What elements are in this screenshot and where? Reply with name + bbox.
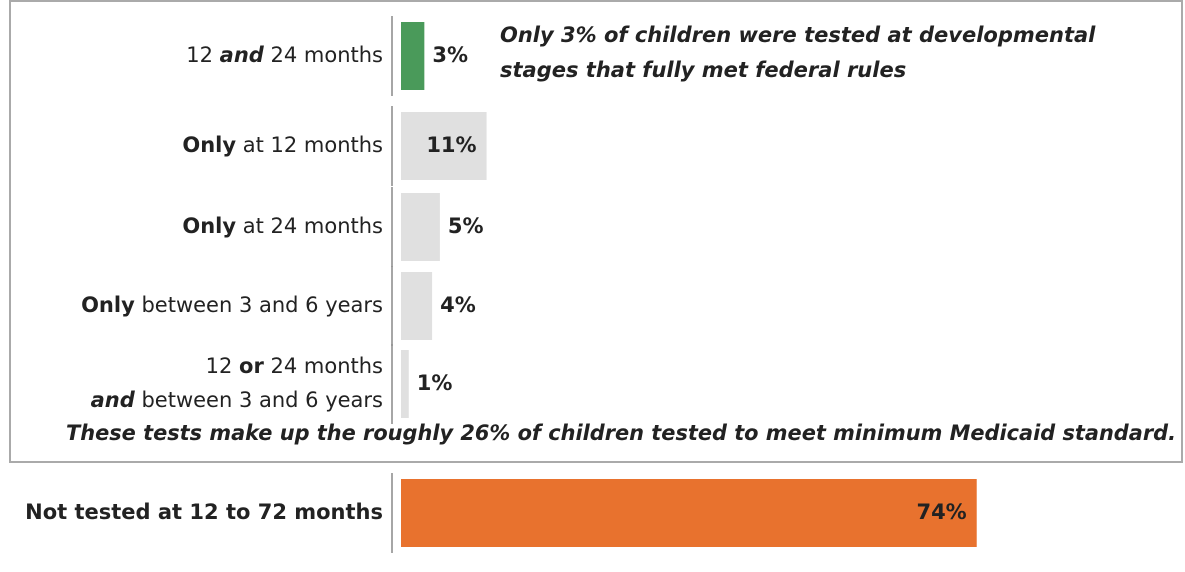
label-run: and — [91, 388, 136, 412]
label-run: 12 — [206, 354, 239, 378]
value-label: 11% — [426, 133, 476, 157]
label-run: 24 months — [264, 354, 383, 378]
label-run: 24 months — [264, 43, 383, 67]
label-run: Only — [182, 133, 236, 157]
label-run: at 12 months — [236, 133, 383, 157]
category-label: and between 3 and 6 years — [91, 388, 383, 412]
bar — [401, 22, 425, 90]
value-label: 1% — [417, 371, 453, 395]
label-run: and — [220, 43, 265, 67]
label-run: Not tested at 12 to 72 months — [25, 500, 383, 524]
bar — [401, 112, 487, 180]
label-run: Only — [81, 293, 135, 317]
value-label: 4% — [440, 293, 476, 317]
category-label: 12 and 24 months — [186, 43, 383, 67]
label-run: at 24 months — [236, 214, 383, 238]
group-box — [9, 0, 1183, 463]
bar — [401, 193, 440, 261]
label-run: or — [239, 354, 264, 378]
category-label: 12 or 24 months — [206, 354, 383, 378]
value-label: 3% — [432, 43, 468, 67]
category-label: Only between 3 and 6 years — [81, 293, 383, 317]
annotation: stages that fully met federal rules — [500, 58, 906, 82]
label-run: 12 — [186, 43, 219, 67]
value-label: 74% — [916, 500, 966, 524]
bar — [401, 479, 977, 547]
label-run: between 3 and 6 years — [135, 388, 383, 412]
label-run: Only — [182, 214, 236, 238]
category-label: Not tested at 12 to 72 months — [25, 500, 383, 524]
bar — [401, 350, 409, 418]
bar — [401, 272, 433, 340]
label-run: between 3 and 6 years — [135, 293, 383, 317]
annotation: Only 3% of children were tested at devel… — [500, 23, 1096, 47]
category-label: Only at 24 months — [182, 214, 383, 238]
note: These tests make up the roughly 26% of c… — [66, 421, 1176, 445]
category-label: Only at 12 months — [182, 133, 383, 157]
value-label: 5% — [448, 214, 484, 238]
